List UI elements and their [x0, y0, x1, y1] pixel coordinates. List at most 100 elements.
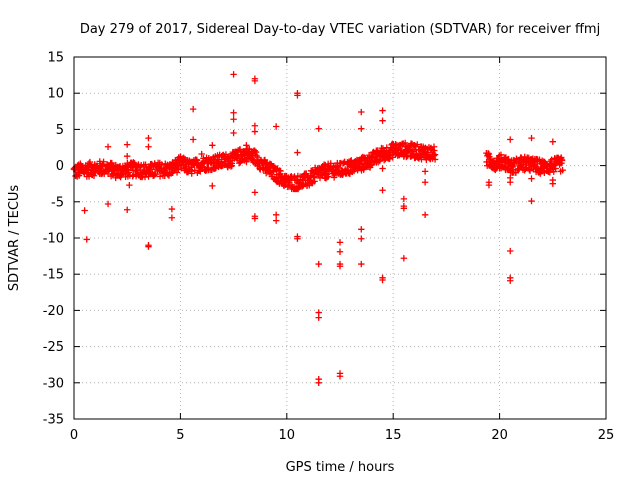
data-points [70, 71, 566, 386]
band-point [211, 165, 219, 172]
data-point [168, 214, 176, 221]
data-point [358, 260, 365, 268]
data-point [421, 211, 429, 219]
y-tick-label: 15 [47, 51, 64, 66]
data-point [251, 128, 259, 135]
chart-title: Day 279 of 2017, Sidereal Day-to-day VTE… [80, 22, 600, 37]
band-point [86, 158, 94, 166]
data-point [198, 150, 205, 158]
data-point [145, 243, 152, 250]
data-point [251, 189, 259, 196]
x-tick-label: 20 [491, 428, 508, 443]
band-point [243, 158, 250, 165]
x-tick-label: 5 [176, 428, 184, 443]
band-point [252, 148, 260, 156]
band-point [236, 146, 243, 153]
band-point [318, 171, 325, 178]
data-point [358, 235, 365, 242]
band-point [405, 147, 413, 154]
band-point [130, 159, 137, 166]
x-tick-label: 0 [70, 428, 78, 443]
data-point [168, 205, 176, 213]
data-point [549, 138, 556, 145]
y-tick-label: -20 [43, 304, 64, 319]
data-point [272, 211, 280, 219]
band-point [376, 157, 383, 165]
band-point [414, 141, 421, 148]
data-point [230, 116, 237, 123]
band-point [225, 153, 233, 160]
band-point [345, 170, 353, 177]
data-point [336, 373, 344, 380]
data-point [272, 123, 280, 130]
band-point [380, 156, 388, 164]
band-point [526, 167, 534, 174]
data-point [485, 150, 493, 158]
x-tick-label: 25 [598, 428, 615, 443]
band-point [558, 157, 566, 164]
data-point [315, 125, 322, 132]
band-point [90, 172, 98, 179]
data-point [507, 247, 514, 255]
y-tick-label: 0 [56, 159, 64, 174]
data-point [83, 236, 90, 243]
data-point [315, 379, 322, 386]
data-point [421, 168, 429, 175]
data-point [294, 149, 301, 156]
data-point [549, 180, 556, 187]
band-point [484, 150, 492, 157]
band-point [152, 170, 160, 178]
data-point [294, 92, 301, 99]
data-point [124, 206, 131, 213]
axis-ticks: 0 5 10 15 20 25 15 10 5 0 -5 -10 -15 -20 -25 -30 -35 [43, 51, 615, 444]
y-tick-label: -30 [43, 376, 64, 391]
data-point [507, 136, 514, 143]
y-tick-label: 5 [56, 123, 64, 138]
data-point [145, 134, 152, 142]
data-point [189, 105, 197, 113]
y-axis-label: SDTVAR / TECUs [7, 185, 22, 292]
data-point [104, 200, 112, 208]
band-point [173, 169, 181, 176]
data-point [485, 181, 493, 189]
data-point [507, 277, 514, 284]
band-point [188, 170, 195, 177]
data-point [400, 255, 408, 262]
band-point [505, 155, 512, 163]
band-point [367, 162, 374, 169]
x-tick-label: 10 [279, 428, 296, 443]
band-point [339, 171, 346, 178]
band-point [272, 166, 280, 173]
data-point [336, 239, 344, 246]
data-point [145, 143, 152, 150]
y-tick-label: -15 [43, 268, 64, 283]
band-point [227, 163, 235, 170]
y-tick-label: -10 [43, 232, 64, 247]
band-point [156, 173, 164, 180]
y-tick-label: -25 [43, 340, 64, 355]
data-point [336, 263, 344, 270]
band-point [193, 156, 201, 164]
data-point [400, 195, 408, 203]
data-point [528, 197, 535, 205]
band-point [559, 167, 566, 174]
data-point [251, 215, 259, 222]
band-point [197, 168, 204, 175]
x-tick-label: 15 [385, 428, 402, 443]
data-point [230, 71, 237, 78]
data-point [272, 217, 280, 224]
data-point [104, 143, 112, 150]
data-point [528, 175, 535, 182]
y-tick-label: -5 [51, 195, 64, 210]
band-point [431, 151, 439, 158]
band-point [180, 154, 187, 161]
data-point [379, 276, 386, 284]
x-axis-label: GPS time / hours [286, 460, 395, 475]
data-point [379, 165, 386, 172]
data-point [379, 187, 386, 194]
data-point [124, 152, 131, 160]
band-point [392, 141, 399, 148]
data-point [379, 117, 386, 124]
band-point [552, 165, 559, 172]
